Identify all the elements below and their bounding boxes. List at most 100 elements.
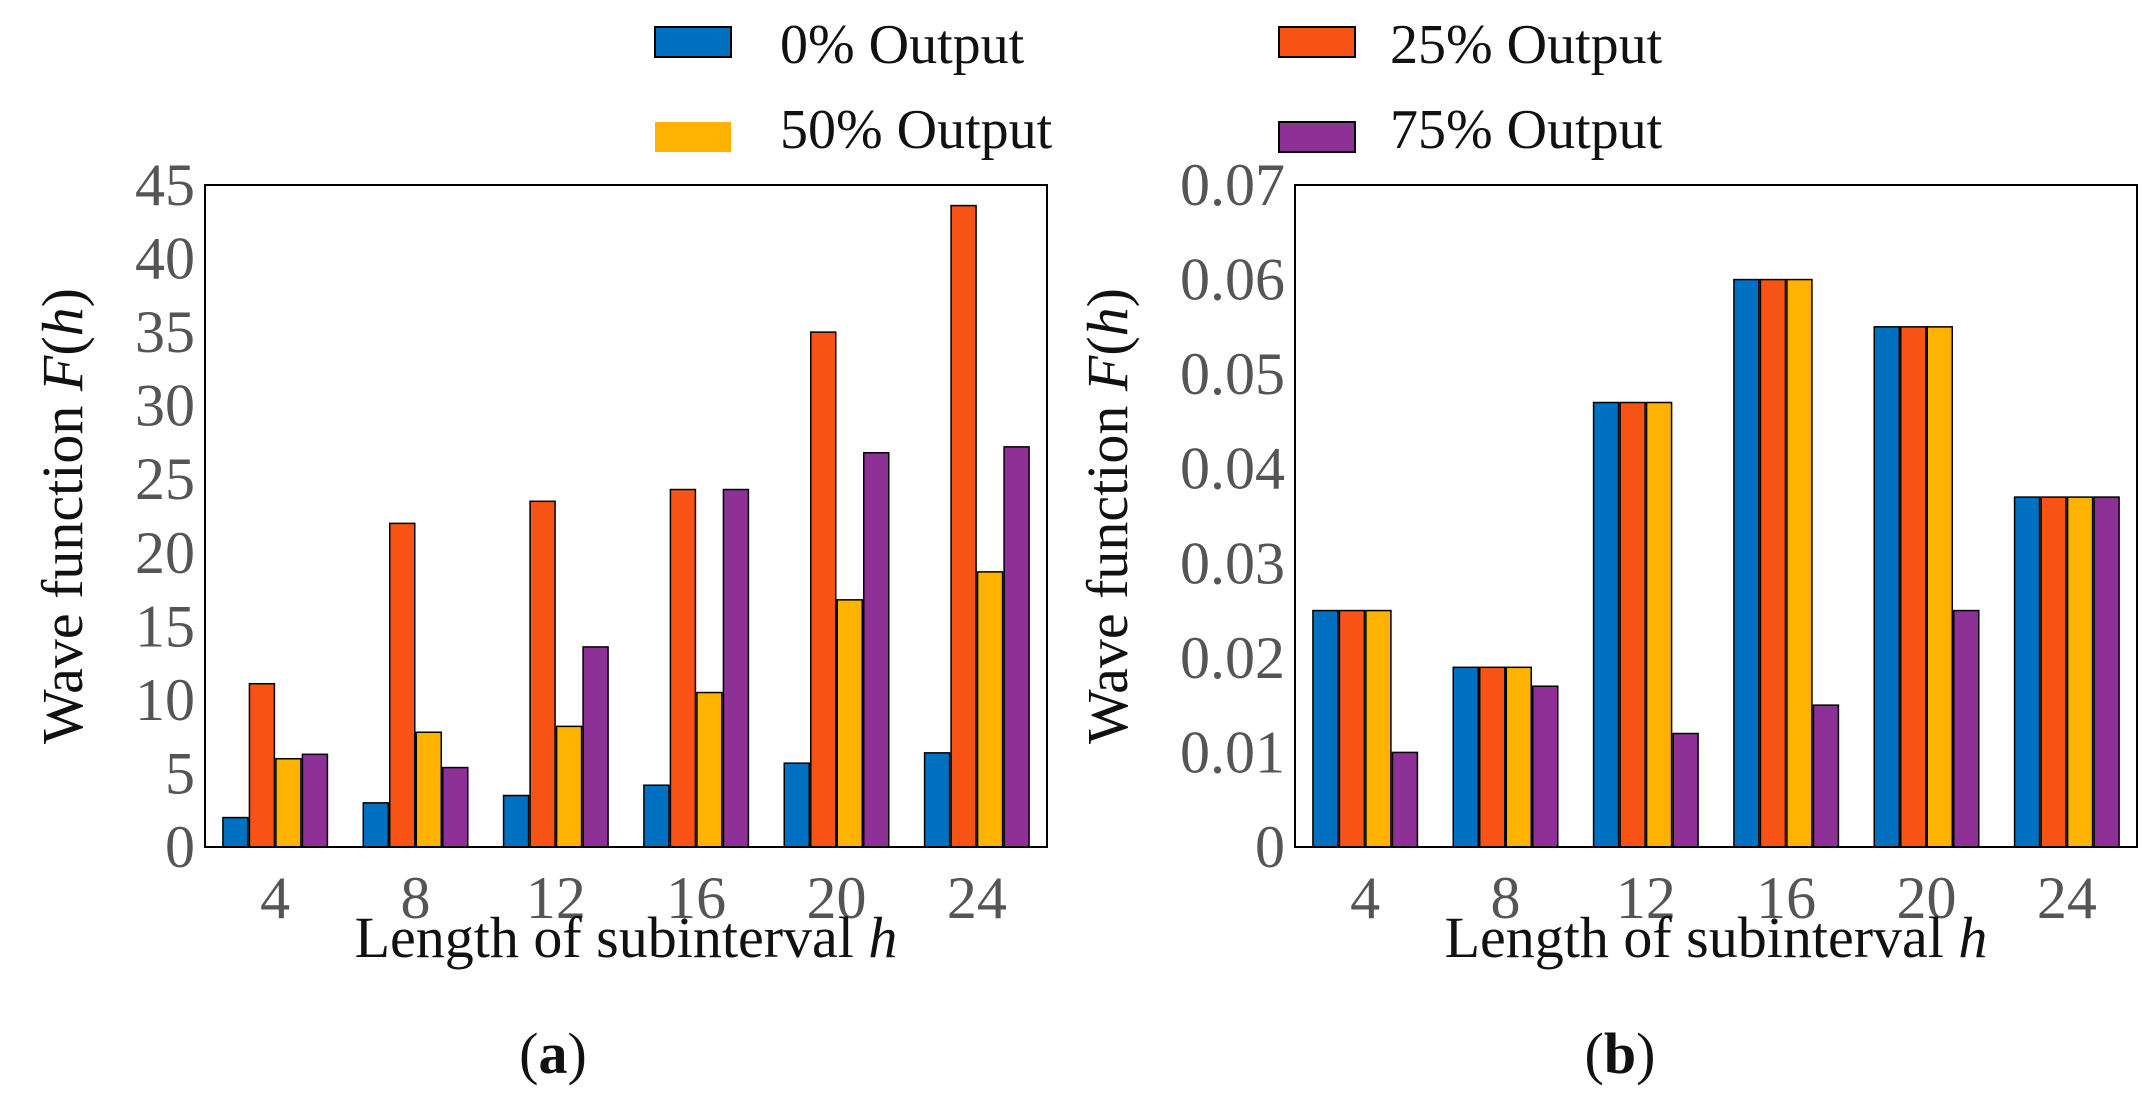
chart-a-bar-s3-c4 (863, 451, 890, 848)
chart-b-x-ticks: 4 8 12 16 20 24 (1350, 865, 2097, 931)
chart-b-y-tick-label-1: 0.01 (1180, 719, 1285, 785)
chart-b-bar-s0-c0 (1312, 609, 1339, 848)
chart-a-x-tick-label-5: 24 (947, 865, 1007, 931)
chart-a-x-tick-label-3: 16 (666, 865, 726, 931)
chart-b-bar-s3-c3 (1812, 704, 1840, 848)
chart-a-bar-s0-c1 (362, 802, 389, 848)
chart-b-x-tick-label-1: 8 (1491, 865, 1521, 931)
chart-b-y-tick-label-5: 0.05 (1180, 341, 1285, 407)
chart-b-x-tick-label-4: 20 (1897, 865, 1957, 931)
chart-b-x-tick-label-0: 4 (1350, 865, 1380, 931)
chart-a-y-ticks: 0 5 10 15 20 25 30 35 40 45 (135, 152, 195, 880)
chart-b-bar-s1-c2 (1619, 401, 1646, 848)
chart-b-x-axis-label: Length of subinterval h (1445, 905, 1988, 970)
chart-a-y-tick-label-5: 25 (135, 446, 195, 512)
legend-label-3: 75% Output (1390, 99, 1663, 161)
chart-a-x-tick-label-0: 4 (260, 865, 290, 931)
chart-b-x-tick-label-5: 24 (2037, 865, 2097, 931)
chart-b-bar-s0-c5 (2013, 496, 2041, 848)
chart-b-bar-s1-c4 (1900, 326, 1927, 848)
legend-label-1: 25% Output (1390, 14, 1663, 76)
chart-a-bar-s0-c2 (502, 794, 530, 848)
chart-a-bar-s1-c5 (950, 204, 977, 848)
chart-b-bar-s2-c3 (1786, 278, 1813, 848)
chart-a-bar-s1-c4 (810, 331, 837, 848)
chart-a-y-tick-label-8: 40 (135, 226, 195, 292)
chart-b-y-axis-label: Wave function F(h) (1075, 288, 1140, 744)
chart-b-y-ticks: 0 0.01 0.02 0.03 0.04 0.05 0.06 0.07 (1180, 152, 1285, 880)
chart-a-bar-s1-c3 (669, 488, 697, 848)
legend-swatch-0 (654, 26, 732, 58)
chart-a-bar-s1-c2 (529, 500, 556, 848)
chart-a-bar-s2-c1 (415, 731, 442, 848)
legend-swatch-3 (1278, 121, 1356, 153)
chart-b-bar-s3-c0 (1391, 751, 1419, 848)
chart-a-y-tick-label-4: 20 (135, 520, 195, 586)
chart-a-y-tick-label-6: 30 (135, 373, 195, 439)
chart-b-bar-s2-c2 (1645, 401, 1673, 848)
chart-b-y-tick-label-0: 0 (1255, 814, 1285, 880)
chart-a-panel-label: (a) (519, 1021, 587, 1086)
chart-b-y-tick-label-2: 0.02 (1180, 625, 1285, 691)
chart-a: 0 5 10 15 20 25 30 35 40 45 4 8 12 16 20 24 Length of … (30, 152, 1048, 1086)
chart-b-bar-s1-c5 (2040, 496, 2067, 848)
chart-b-bar-s0-c4 (1873, 326, 1900, 848)
legend-swatch-2 (655, 122, 731, 152)
chart-a-y-tick-label-1: 5 (165, 740, 195, 806)
chart-b-bar-s1-c3 (1759, 278, 1787, 848)
chart-a-y-tick-label-9: 45 (135, 152, 195, 218)
chart-a-bars (222, 204, 1030, 848)
chart-b-x-tick-label-3: 16 (1756, 865, 1816, 931)
chart-b: 0 0.01 0.02 0.03 0.04 0.05 0.06 0.07 4 8 12 16 20 24… (1075, 152, 2138, 1086)
chart-b-panel-label: (b) (1585, 1021, 1656, 1086)
legend-label-0: 0% Output (780, 14, 1025, 76)
chart-b-y-tick-label-6: 0.06 (1180, 247, 1285, 313)
chart-a-bar-s3-c3 (722, 488, 750, 848)
legend-label-2: 50% Output (780, 99, 1053, 161)
chart-b-bar-s1-c0 (1338, 609, 1366, 848)
chart-a-bar-s3-c1 (442, 766, 469, 848)
chart-a-bar-s1-c0 (248, 682, 276, 848)
chart-a-bar-s2-c0 (275, 757, 302, 848)
chart-a-y-tick-label-2: 10 (135, 667, 195, 733)
chart-a-x-tick-label-1: 8 (401, 865, 431, 931)
chart-a-bar-s0-c0 (222, 816, 249, 848)
chart-a-x-axis-label: Length of subinterval h (355, 905, 898, 970)
chart-a-bar-s3-c5 (1003, 446, 1030, 848)
chart-a-y-axis-label: Wave function F(h) (30, 288, 95, 744)
chart-b-bar-s0-c2 (1592, 401, 1620, 848)
chart-a-plot-frame (204, 184, 1048, 848)
chart-a-bar-s0-c3 (643, 784, 670, 848)
chart-b-bar-s1-c1 (1479, 666, 1506, 848)
chart-b-y-tick-label-4: 0.04 (1180, 436, 1285, 502)
chart-a-bar-s2-c2 (555, 725, 583, 848)
chart-b-y-tick-label-3: 0.03 (1180, 530, 1285, 596)
chart-a-x-tick-label-4: 20 (807, 865, 867, 931)
chart-b-bar-s2-c4 (1926, 326, 1953, 848)
chart-a-bar-s0-c4 (783, 762, 810, 848)
chart-a-x-tick-label-2: 12 (526, 865, 586, 931)
chart-a-y-tick-label-7: 35 (135, 299, 195, 365)
legend-swatch-1 (1278, 26, 1356, 58)
chart-b-bar-s2-c1 (1505, 666, 1532, 848)
chart-b-bar-s3-c1 (1532, 685, 1559, 848)
chart-b-bar-s0-c3 (1733, 278, 1760, 848)
chart-a-bar-s2-c4 (836, 599, 863, 848)
chart-b-bar-s3-c5 (2093, 496, 2120, 848)
chart-a-bar-s0-c5 (923, 752, 951, 848)
chart-b-y-tick-label-7: 0.07 (1180, 152, 1285, 218)
chart-a-x-ticks: 4 8 12 16 20 24 (260, 865, 1007, 931)
chart-a-bar-s1-c1 (389, 522, 416, 848)
legend: 0% Output 50% Output 25% Output 75% Outp… (654, 14, 1663, 161)
chart-a-bar-s2-c3 (696, 691, 723, 848)
chart-b-bars (1312, 278, 2120, 848)
chart-a-y-tick-label-0: 0 (165, 814, 195, 880)
chart-b-plot-frame (1294, 184, 2138, 848)
chart-a-bar-s2-c5 (976, 571, 1004, 848)
chart-b-bar-s2-c0 (1365, 609, 1392, 848)
chart-a-y-tick-label-3: 15 (135, 593, 195, 659)
chart-b-x-tick-label-2: 12 (1616, 865, 1676, 931)
chart-a-bar-s3-c0 (301, 753, 329, 848)
chart-b-bar-s3-c4 (1953, 609, 1980, 848)
